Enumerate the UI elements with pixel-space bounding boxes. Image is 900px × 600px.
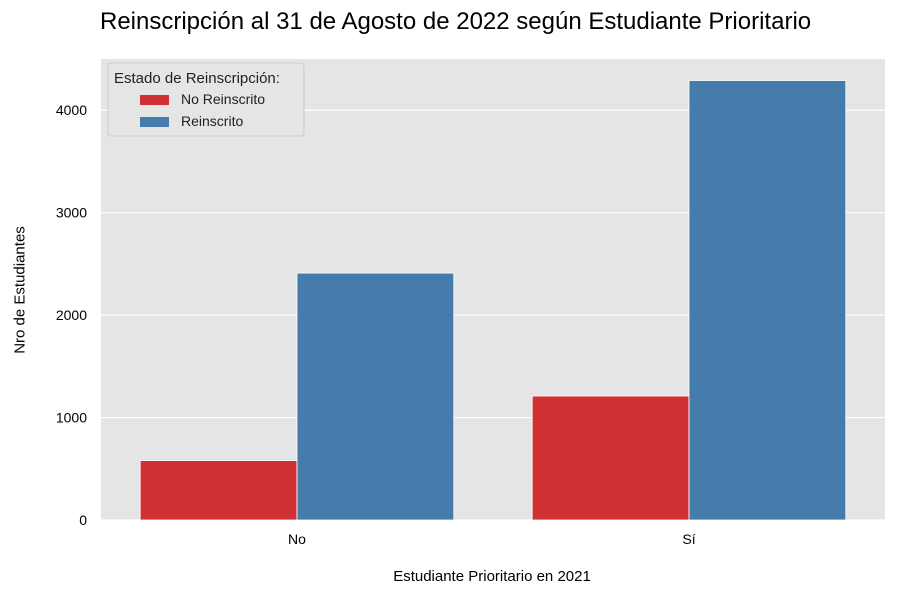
y-axis: 0 1000 2000 3000 4000: [56, 102, 87, 528]
legend-swatch: [140, 117, 169, 127]
legend-label: Reinscrito: [181, 113, 243, 129]
x-axis-label: Estudiante Prioritario en 2021: [393, 568, 591, 585]
y-tick-label: 2000: [56, 307, 87, 323]
legend-swatch: [140, 95, 169, 105]
y-tick-label: 4000: [56, 102, 87, 118]
legend: Estado de Reinscripción: No Reinscrito Re…: [107, 62, 305, 137]
y-tick-label: 1000: [56, 410, 87, 426]
x-tick-label: No: [288, 531, 306, 547]
legend-label: No Reinscrito: [181, 91, 265, 107]
bar: [296, 272, 455, 521]
x-tick-label: Sí: [682, 531, 695, 547]
bar: [139, 460, 298, 521]
chart-title: Reinscripción al 31 de Agosto de 2022 se…: [100, 8, 812, 35]
bars: [139, 80, 847, 521]
x-axis: No Sí: [288, 531, 696, 547]
bar: [531, 395, 690, 521]
bar: [688, 80, 847, 521]
y-tick-label: 3000: [56, 205, 87, 221]
y-tick-label: 0: [79, 512, 87, 528]
legend-title: Estado de Reinscripción:: [114, 70, 280, 87]
